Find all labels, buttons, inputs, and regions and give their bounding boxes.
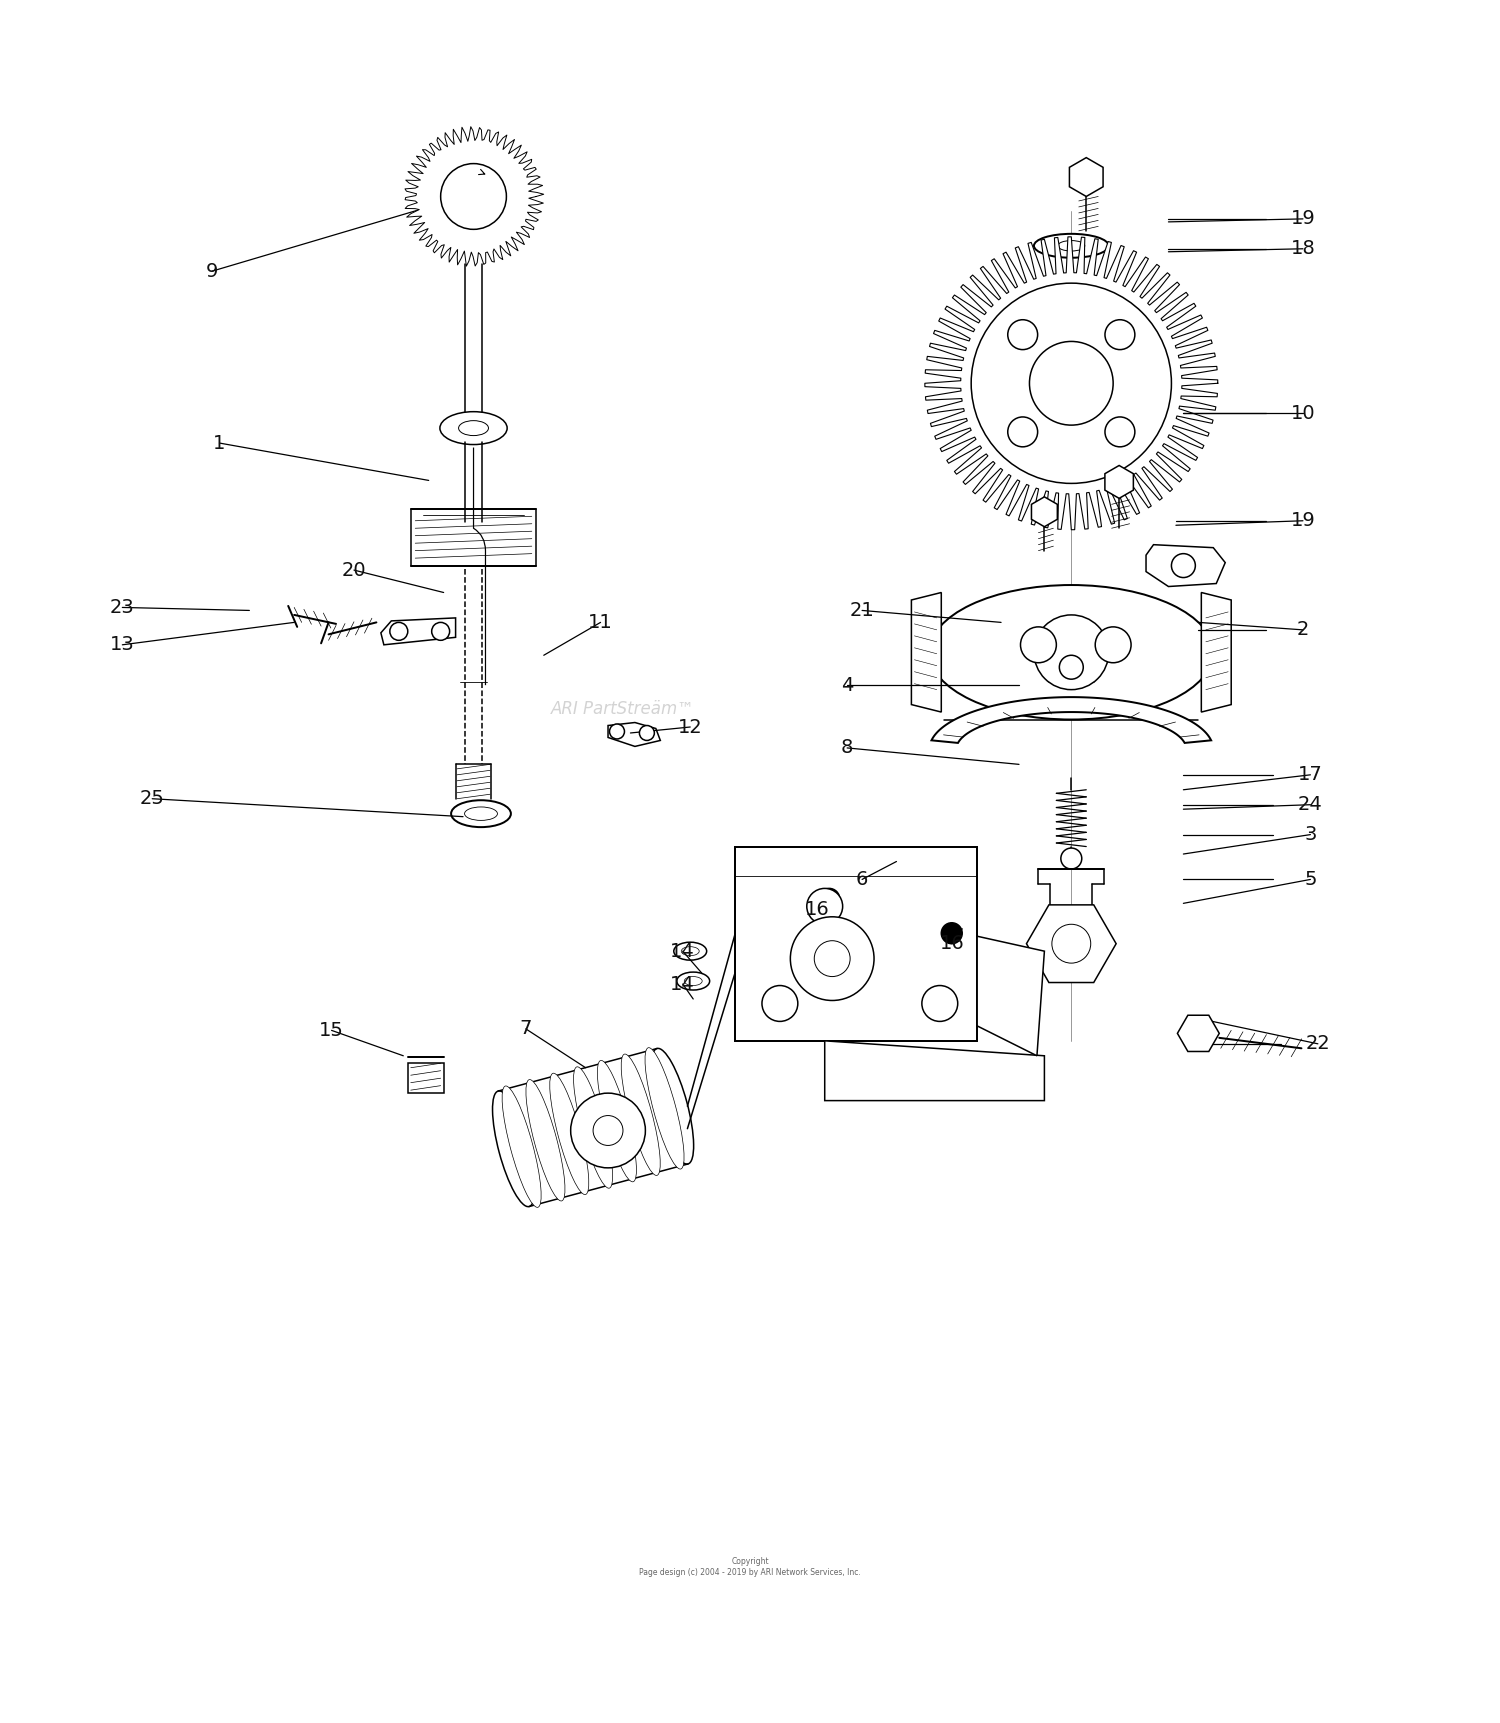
Text: 8: 8 <box>842 739 854 758</box>
Ellipse shape <box>503 1085 542 1208</box>
Ellipse shape <box>674 942 706 960</box>
Ellipse shape <box>676 972 710 991</box>
Circle shape <box>1020 627 1056 663</box>
Circle shape <box>1060 848 1082 868</box>
Circle shape <box>1008 417 1038 446</box>
Text: 14: 14 <box>670 942 694 961</box>
Ellipse shape <box>621 1054 660 1175</box>
Text: 19: 19 <box>1290 512 1316 531</box>
Ellipse shape <box>1034 234 1108 258</box>
Text: 7: 7 <box>519 1020 532 1039</box>
Bar <box>408 1063 444 1092</box>
Circle shape <box>592 1115 622 1146</box>
Text: 15: 15 <box>320 1020 344 1041</box>
Text: 11: 11 <box>588 613 613 632</box>
Circle shape <box>1029 341 1113 426</box>
Ellipse shape <box>573 1067 612 1189</box>
Circle shape <box>970 283 1172 484</box>
Text: 12: 12 <box>678 717 702 736</box>
Text: 16: 16 <box>806 899 830 918</box>
Text: 5: 5 <box>1304 870 1317 889</box>
Ellipse shape <box>930 586 1214 720</box>
Text: ARI PartStreäm™: ARI PartStreäm™ <box>550 700 694 718</box>
Text: 3: 3 <box>1304 825 1317 844</box>
Ellipse shape <box>684 977 702 986</box>
Circle shape <box>790 917 874 1001</box>
Polygon shape <box>1146 544 1226 586</box>
Polygon shape <box>1178 1015 1219 1051</box>
Ellipse shape <box>549 1073 590 1194</box>
Text: 13: 13 <box>110 636 135 655</box>
Text: 10: 10 <box>1290 403 1316 422</box>
Polygon shape <box>405 128 543 265</box>
Text: Copyright
Page design (c) 2004 - 2019 by ARI Network Services, Inc.: Copyright Page design (c) 2004 - 2019 by… <box>639 1558 861 1577</box>
Ellipse shape <box>492 1091 536 1206</box>
Polygon shape <box>926 236 1218 529</box>
Circle shape <box>1059 655 1083 679</box>
Polygon shape <box>1070 157 1102 196</box>
Polygon shape <box>1032 496 1058 527</box>
Text: 17: 17 <box>1298 765 1323 784</box>
Polygon shape <box>1202 593 1231 712</box>
Circle shape <box>1052 924 1090 963</box>
Text: 1: 1 <box>213 434 225 453</box>
Polygon shape <box>825 1041 1044 1101</box>
Circle shape <box>1034 615 1108 689</box>
Text: 22: 22 <box>1305 1034 1330 1053</box>
Circle shape <box>942 924 962 944</box>
Ellipse shape <box>452 799 512 827</box>
Text: 18: 18 <box>1290 239 1316 258</box>
Text: 24: 24 <box>1298 796 1323 815</box>
Circle shape <box>1008 320 1038 350</box>
Text: 16: 16 <box>939 934 964 953</box>
Text: 25: 25 <box>140 789 165 808</box>
Text: 14: 14 <box>670 975 694 994</box>
Polygon shape <box>1106 465 1134 498</box>
Ellipse shape <box>465 806 498 820</box>
Circle shape <box>609 724 624 739</box>
Ellipse shape <box>645 1048 684 1170</box>
Polygon shape <box>1026 905 1116 982</box>
Text: 20: 20 <box>342 560 366 579</box>
Circle shape <box>762 986 798 1022</box>
Ellipse shape <box>440 412 507 445</box>
Circle shape <box>1106 417 1136 446</box>
Circle shape <box>815 941 850 977</box>
Polygon shape <box>976 936 1044 1056</box>
Ellipse shape <box>681 946 699 956</box>
Text: 6: 6 <box>856 870 868 889</box>
Circle shape <box>1095 627 1131 663</box>
Circle shape <box>390 622 408 641</box>
Ellipse shape <box>526 1080 566 1201</box>
Circle shape <box>432 622 450 641</box>
Polygon shape <box>932 698 1210 743</box>
Polygon shape <box>608 722 660 746</box>
Ellipse shape <box>1058 241 1084 252</box>
Circle shape <box>1172 553 1196 577</box>
Circle shape <box>639 725 654 741</box>
Circle shape <box>819 889 840 910</box>
Text: 21: 21 <box>849 601 874 620</box>
Circle shape <box>441 164 507 229</box>
Ellipse shape <box>651 1048 693 1165</box>
Bar <box>735 846 976 1041</box>
Circle shape <box>570 1092 645 1168</box>
Circle shape <box>807 889 843 924</box>
Text: 2: 2 <box>1298 620 1310 639</box>
Text: 23: 23 <box>110 598 135 617</box>
Polygon shape <box>381 619 456 644</box>
Text: 19: 19 <box>1290 210 1316 229</box>
Circle shape <box>1106 320 1136 350</box>
Ellipse shape <box>459 420 489 436</box>
Ellipse shape <box>597 1060 636 1182</box>
Circle shape <box>922 986 957 1022</box>
Text: 9: 9 <box>206 262 218 281</box>
Text: 4: 4 <box>842 675 854 694</box>
Polygon shape <box>912 593 942 712</box>
